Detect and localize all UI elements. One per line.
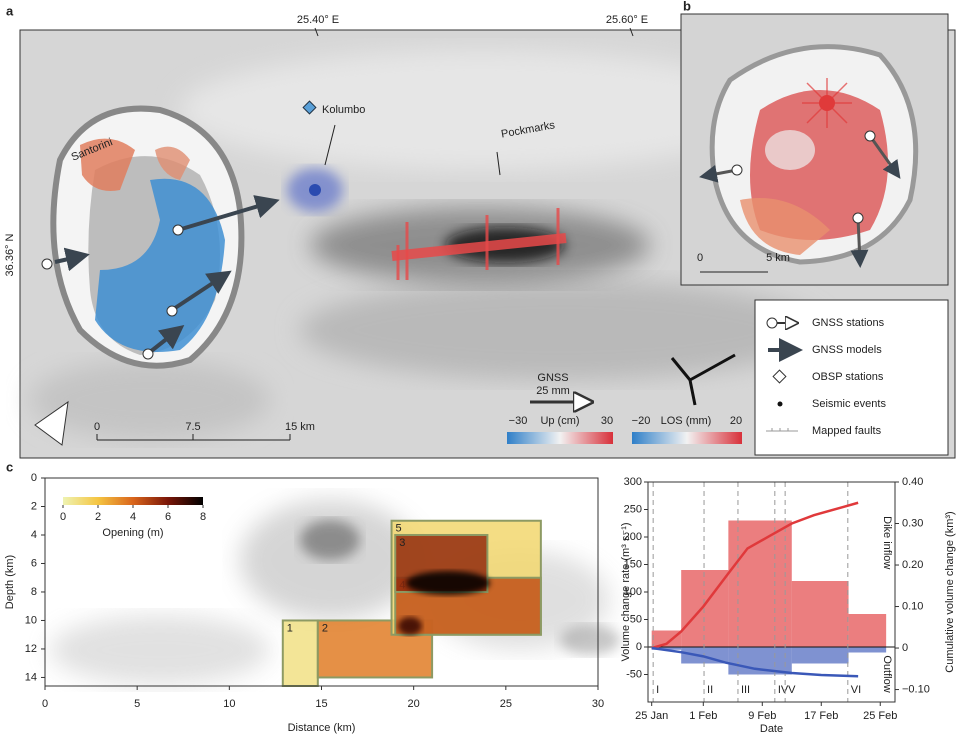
y2-tick-label: 0.20 xyxy=(902,559,923,571)
bar xyxy=(848,614,887,647)
series-label: Dike inflow xyxy=(881,516,893,569)
x-tick-label: 9 Feb xyxy=(748,710,776,722)
bar xyxy=(791,647,849,664)
lat-label: 36.36° N xyxy=(4,233,16,276)
series-label: Outflow xyxy=(881,655,893,692)
colorbar-label: Opening (m) xyxy=(102,527,163,539)
patch-label: 3 xyxy=(399,537,405,549)
cumulative-line xyxy=(651,501,859,650)
opening-peak xyxy=(398,617,422,635)
colorbar-label: −20 xyxy=(632,415,651,427)
event-label: VI xyxy=(851,684,861,696)
y-axis-label: Volume change rate (m³ s⁻¹) xyxy=(620,522,632,661)
y-tick-label: 250 xyxy=(624,503,642,515)
y-tick-label: 0 xyxy=(636,641,642,653)
y-tick-label: 10 xyxy=(25,614,37,626)
colorbar xyxy=(63,497,203,505)
y2-tick-label: −0.10 xyxy=(902,683,930,695)
bar xyxy=(651,630,682,647)
event-label: V xyxy=(788,684,796,696)
patch-label: 2 xyxy=(322,622,328,634)
x-tick-label: 15 xyxy=(315,698,327,710)
bar xyxy=(651,647,682,650)
event-label: IV xyxy=(778,684,789,696)
y-axis-label: Depth (km) xyxy=(4,555,16,609)
panel-label: c xyxy=(6,459,13,474)
event-label: I xyxy=(656,684,659,696)
y2-tick-label: 0.40 xyxy=(902,476,923,488)
y-tick-label: 150 xyxy=(624,558,642,570)
y-tick-label: 12 xyxy=(25,643,37,655)
colorbar-tick-label: 2 xyxy=(95,511,101,523)
legend-label: Seismic events xyxy=(812,398,886,410)
x-tick-label: 17 Feb xyxy=(804,710,838,722)
patch-label: 1 xyxy=(287,622,293,634)
cumulative-line xyxy=(651,646,859,678)
colorbar-label: Up (cm) xyxy=(540,415,579,427)
x-axis-label: Distance (km) xyxy=(288,722,356,734)
y-tick-label: 300 xyxy=(624,476,642,488)
panel-label: a xyxy=(6,3,14,18)
legend-label: Mapped faults xyxy=(812,425,882,437)
y-tick-label: 200 xyxy=(624,531,642,543)
x-tick-label: 0 xyxy=(42,698,48,710)
lon-label: 25.60° E xyxy=(606,14,648,26)
panel-label: b xyxy=(683,0,691,13)
colorbar-tick-label: 4 xyxy=(130,511,136,523)
y-tick-label: 100 xyxy=(624,586,642,598)
x-tick-label: 25 xyxy=(500,698,512,710)
event-label: III xyxy=(741,684,750,696)
legend: GNSS stations GNSS models OBSP stations … xyxy=(754,299,949,456)
event-label: II xyxy=(707,684,713,696)
colorbar-tick-label: 6 xyxy=(165,511,171,523)
colorbar-label: 20 xyxy=(730,415,742,427)
scale-label: 15 km xyxy=(285,421,315,433)
gnss-scale-label: GNSS xyxy=(537,372,568,384)
patch-label: 5 xyxy=(396,523,402,535)
x-tick-label: 10 xyxy=(223,698,235,710)
y-tick-label: -50 xyxy=(626,668,642,680)
x-tick-label: 20 xyxy=(408,698,420,710)
y-tick-label: 6 xyxy=(31,557,37,569)
bar xyxy=(791,581,849,647)
legend-label: OBSP stations xyxy=(812,371,884,383)
place-label: Kolumbo xyxy=(322,104,365,116)
x-tick-label: 25 Feb xyxy=(863,710,897,722)
y-tick-label: 4 xyxy=(31,529,37,541)
scale-label: 0 xyxy=(94,421,100,433)
x-tick-label: 1 Feb xyxy=(689,710,717,722)
x-tick-label: 30 xyxy=(592,698,604,710)
y-tick-label: 2 xyxy=(31,500,37,512)
bar xyxy=(848,647,887,653)
scale-label: 0 xyxy=(697,252,703,264)
scale-label: 5 km xyxy=(766,252,790,264)
y2-tick-label: 0.10 xyxy=(902,600,923,612)
y-tick-label: 14 xyxy=(25,671,37,683)
y-tick-label: 50 xyxy=(630,613,642,625)
opening-peak xyxy=(406,571,490,595)
x-tick-label: 25 Jan xyxy=(635,710,668,722)
map-b: b 0 5 km xyxy=(680,0,949,286)
x-tick-label: 5 xyxy=(134,698,140,710)
colorbar-label: −30 xyxy=(509,415,528,427)
y-tick-label: 0 xyxy=(31,472,37,484)
colorbar-tick-label: 8 xyxy=(200,511,206,523)
colorbar-label: LOS (mm) xyxy=(661,415,712,427)
y2-tick-label: 0 xyxy=(902,642,908,654)
scale-label: 7.5 xyxy=(185,421,200,433)
y2-tick-label: 0.30 xyxy=(902,517,923,529)
colorbar-label: 30 xyxy=(601,415,613,427)
legend-label: GNSS models xyxy=(812,344,882,356)
x-axis-label: Date xyxy=(760,723,783,735)
y-tick-label: 8 xyxy=(31,586,37,598)
colorbar-tick-label: 0 xyxy=(60,511,66,523)
legend-label: GNSS stations xyxy=(812,317,885,329)
y2-axis-label: Cumulative volume change (km³) xyxy=(944,511,956,672)
lon-label: 25.40° E xyxy=(297,14,339,26)
gnss-scale-label: 25 mm xyxy=(536,385,570,397)
